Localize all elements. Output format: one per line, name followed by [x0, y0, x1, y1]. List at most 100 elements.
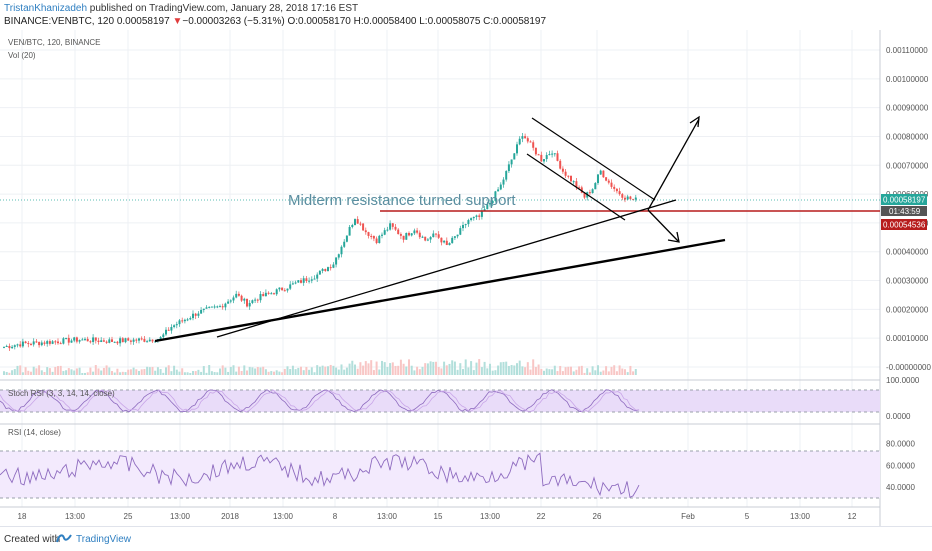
- candle-body: [308, 280, 311, 282]
- candle-body: [594, 183, 597, 190]
- candle-body: [478, 215, 481, 217]
- volume-bar: [526, 362, 529, 375]
- candle-body: [30, 343, 32, 345]
- volume-bar: [359, 362, 362, 375]
- candle-body: [626, 196, 629, 200]
- volume-bar: [289, 368, 292, 375]
- volume-bar: [262, 366, 265, 375]
- volume-bar: [451, 360, 454, 375]
- short-trendline[interactable]: [216, 199, 677, 338]
- candle-body: [210, 306, 213, 308]
- volume-bar: [294, 369, 297, 375]
- candle-body: [356, 219, 359, 224]
- candle-body: [354, 219, 356, 226]
- candle-body: [159, 337, 162, 339]
- volume-bar: [421, 366, 424, 375]
- candle-body: [32, 341, 35, 345]
- volume-bar: [472, 370, 475, 375]
- volume-bar: [197, 369, 200, 375]
- candle-body: [102, 340, 105, 342]
- volume-bar: [127, 369, 130, 375]
- author-link[interactable]: TristanKhanizadeh: [4, 3, 88, 14]
- candle-body: [19, 344, 22, 347]
- svg-text:0.00058197: 0.00058197: [883, 196, 926, 205]
- volume-bar: [418, 369, 421, 375]
- chart-canvas[interactable]: Midterm resistance turned support VEN/BT…: [0, 30, 932, 526]
- volume-bar: [570, 366, 572, 375]
- time-tick-label: 25: [124, 512, 133, 521]
- publish-line: TristanKhanizadeh published on TradingVi…: [4, 3, 358, 14]
- candle-body: [70, 340, 73, 343]
- volume-bar: [224, 367, 227, 375]
- candle-body: [548, 154, 551, 156]
- candle-body: [194, 313, 197, 316]
- time-axis-ticks: 18 13:00 25 13:00 2018 13:00 8 13:00 15 13:00 22 26…: [18, 512, 857, 521]
- tradingview-brand-link[interactable]: TradingView: [76, 534, 132, 545]
- volume-bar: [543, 370, 545, 375]
- candle-body: [224, 303, 227, 308]
- volume-bar: [189, 372, 192, 375]
- volume-bar: [105, 365, 108, 375]
- candle-body: [240, 295, 243, 301]
- candle-body: [337, 254, 340, 258]
- candle-body: [359, 223, 362, 225]
- candle-body: [402, 235, 405, 240]
- volume-bar: [121, 371, 124, 375]
- candle-body: [602, 170, 605, 178]
- volume-bar: [402, 363, 405, 375]
- volume-bar: [237, 366, 240, 375]
- candle-body: [397, 229, 400, 235]
- volume-bar: [375, 361, 378, 375]
- volume-bar: [553, 365, 556, 375]
- candle-body: [97, 340, 100, 343]
- candle-body: [513, 153, 516, 160]
- main-legend: VEN/BTC, 120, BINANCE: [8, 38, 100, 47]
- volume-bar: [410, 365, 413, 375]
- candle-body: [119, 338, 122, 344]
- candle-body: [494, 191, 497, 201]
- annotation-text[interactable]: Midterm resistance turned support: [288, 192, 516, 209]
- breakdown-down-arrow[interactable]: [647, 209, 680, 243]
- volume-bar: [545, 368, 548, 375]
- candle-body: [283, 290, 286, 292]
- volume-bar: [591, 366, 594, 375]
- volume-bar: [383, 362, 386, 375]
- volume-bar: [489, 363, 491, 375]
- volume-bar: [97, 368, 100, 375]
- candle-body: [183, 319, 186, 322]
- channel-upper-line[interactable]: [531, 117, 656, 201]
- volume-bar: [119, 372, 122, 375]
- candle-body: [534, 147, 537, 155]
- volume-bar: [24, 367, 27, 375]
- candle-body: [237, 293, 240, 296]
- volume-bar: [75, 368, 78, 375]
- volume-bar: [475, 362, 478, 375]
- long-trendline[interactable]: [154, 238, 726, 343]
- candle-body: [208, 306, 211, 308]
- candle-body: [570, 175, 572, 182]
- volume-bar: [270, 371, 273, 375]
- volume-bar: [159, 369, 162, 375]
- candle-body: [394, 226, 397, 230]
- candle-body: [537, 154, 540, 156]
- channel-lower-line[interactable]: [526, 153, 626, 221]
- volume-bar: [329, 364, 332, 375]
- candle-body: [140, 338, 143, 340]
- breakout-up-arrow[interactable]: [647, 115, 700, 211]
- volume-bar: [518, 360, 521, 375]
- candle-body: [251, 300, 254, 303]
- candlestick-series[interactable]: [3, 132, 637, 352]
- volume-bar: [607, 371, 610, 375]
- volume-bar: [148, 367, 151, 375]
- volume-bar: [588, 372, 591, 375]
- down-arrow-icon: ▼: [172, 16, 183, 27]
- candle-body: [551, 153, 554, 155]
- candle-body: [219, 306, 221, 308]
- volume-legend: Vol (20): [8, 51, 36, 60]
- candle-body: [383, 230, 386, 235]
- price-tick-label: 0.00030000: [886, 277, 929, 286]
- candle-body: [389, 223, 392, 230]
- volume-bar: [43, 372, 46, 375]
- candle-body: [351, 225, 354, 227]
- tradingview-logo-icon[interactable]: [56, 532, 72, 547]
